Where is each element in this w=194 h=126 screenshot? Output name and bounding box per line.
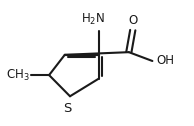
Text: CH$_3$: CH$_3$ <box>6 68 29 83</box>
Text: S: S <box>63 102 72 115</box>
Text: OH: OH <box>156 54 174 68</box>
Text: H$_2$N: H$_2$N <box>81 12 106 27</box>
Text: O: O <box>128 14 137 27</box>
